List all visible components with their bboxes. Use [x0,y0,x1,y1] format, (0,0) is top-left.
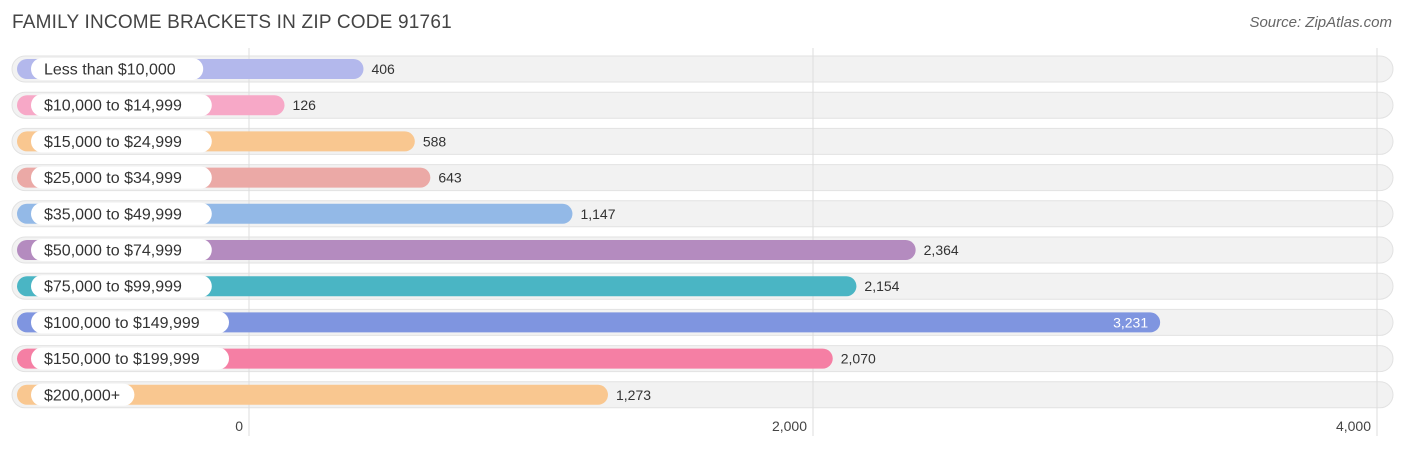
category-label: $75,000 to $99,999 [44,279,182,296]
category-pill [31,311,229,334]
category-label: $25,000 to $34,999 [44,170,182,187]
row-track [11,91,1394,119]
bar [17,312,1161,333]
category-label: $150,000 to $199,999 [44,351,200,368]
value-label: 3,231 [1113,314,1148,330]
value-label: 2,154 [864,278,899,294]
category-pill [31,347,229,370]
category-pill [31,166,212,189]
category-label: $50,000 to $74,999 [44,243,182,260]
tick-label: 4,000 [1336,418,1371,434]
category-pill [31,94,212,117]
bar [17,240,916,260]
value-label: 126 [293,97,317,113]
chart-source: Source: ZipAtlas.com [1249,14,1392,31]
tick-label: 0 [235,418,243,434]
value-label: 2,070 [841,351,876,367]
category-pill [31,275,212,298]
category-pill [31,58,204,80]
value-label: 406 [371,61,395,77]
category-pill [31,202,212,225]
category-label: $100,000 to $149,999 [44,315,200,332]
category-label: $15,000 to $24,999 [44,134,182,151]
bar [17,384,608,405]
chart-title: FAMILY INCOME BRACKETS IN ZIP CODE 91761 [12,12,452,33]
category-label: Less than $10,000 [44,62,176,79]
category-pill [31,383,135,406]
category-label: $200,000+ [44,387,120,404]
value-label: 1,147 [580,206,615,222]
category-pill [31,130,212,153]
value-label: 2,364 [924,242,959,258]
category-label: $10,000 to $14,999 [44,98,182,115]
value-label: 643 [438,170,462,186]
value-label: 1,273 [616,387,651,403]
category-label: $35,000 to $49,999 [44,206,182,223]
bar [17,276,857,297]
category-pill [31,239,212,261]
tick-label: 2,000 [772,418,807,434]
value-label: 588 [423,133,447,149]
